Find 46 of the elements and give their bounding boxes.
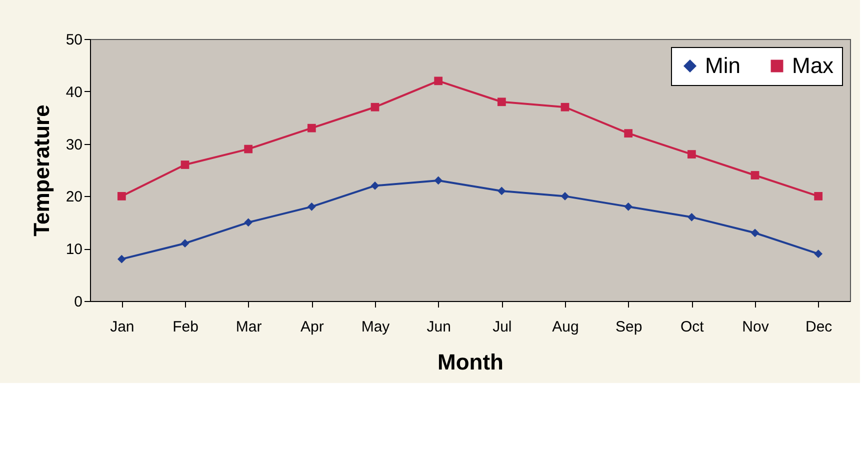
point bbox=[750, 171, 760, 180]
point bbox=[687, 212, 696, 222]
x-tick-label: May bbox=[361, 318, 390, 336]
point bbox=[560, 192, 570, 200]
point bbox=[624, 202, 633, 211]
y-tick-label: 40 bbox=[66, 84, 82, 101]
point bbox=[497, 98, 506, 106]
y-tick-label: 10 bbox=[66, 241, 82, 258]
point bbox=[370, 182, 380, 190]
point bbox=[307, 202, 316, 211]
y-tick-label: 30 bbox=[66, 136, 82, 154]
x-tick-label: Jan bbox=[110, 318, 134, 336]
x-tick-label: Oct bbox=[680, 318, 705, 336]
point bbox=[117, 192, 126, 200]
point bbox=[370, 102, 380, 112]
point bbox=[180, 239, 190, 248]
y-tick-label: 20 bbox=[66, 188, 82, 206]
point bbox=[244, 218, 253, 227]
y-tick-label: 0 bbox=[74, 294, 82, 310]
point bbox=[244, 144, 253, 154]
point bbox=[497, 186, 506, 196]
point bbox=[687, 150, 696, 158]
point bbox=[624, 129, 633, 138]
x-tick-label: Jul bbox=[492, 318, 512, 336]
point bbox=[117, 254, 126, 264]
x-tick-label: Nov bbox=[742, 318, 770, 336]
point bbox=[180, 160, 190, 169]
legend-label: Max bbox=[792, 53, 834, 78]
x-tick-label: Dec bbox=[805, 318, 833, 336]
point bbox=[750, 228, 760, 238]
point bbox=[814, 192, 823, 200]
y-axis-title: Temperature bbox=[28, 104, 54, 236]
x-tick-label: Sep bbox=[615, 318, 642, 336]
x-axis-title: Month bbox=[438, 350, 504, 374]
y-tick-label: 50 bbox=[66, 32, 82, 48]
x-tick-label: Jun bbox=[426, 318, 451, 336]
legend-label: Min bbox=[705, 53, 740, 78]
x-tick-label: Mar bbox=[236, 318, 262, 336]
point bbox=[814, 250, 823, 258]
x-tick-label: Apr bbox=[300, 318, 324, 336]
point bbox=[307, 124, 316, 132]
x-tick-label: Aug bbox=[552, 318, 579, 336]
point bbox=[560, 102, 570, 112]
point bbox=[434, 76, 443, 86]
x-tick-label: Feb bbox=[172, 318, 198, 336]
point bbox=[434, 176, 443, 185]
